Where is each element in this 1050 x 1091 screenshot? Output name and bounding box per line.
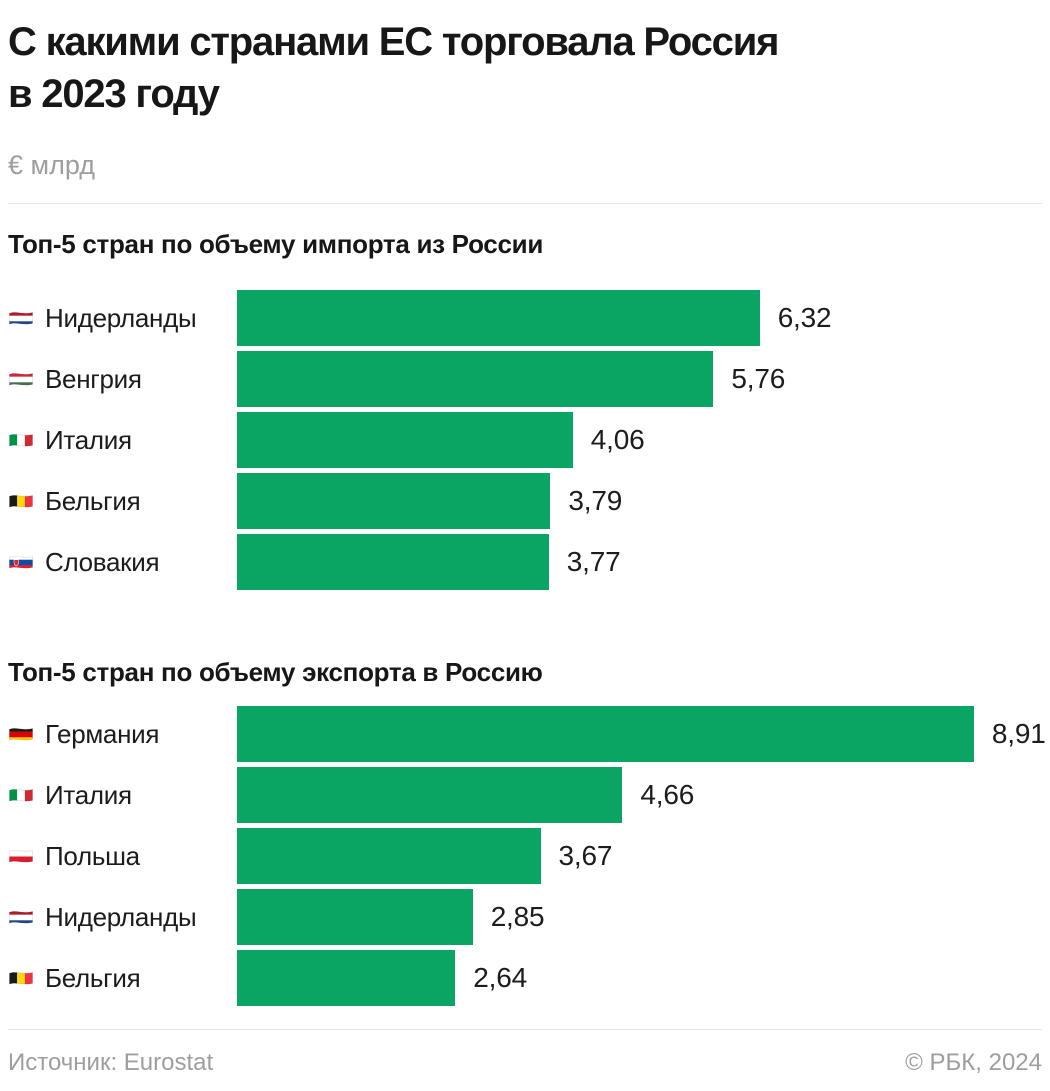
bar-value-label: 6,32 [777, 302, 832, 333]
chart-row: Словакия 3,77 [8, 534, 1042, 590]
bar [237, 412, 573, 468]
bar-value-label: 2,64 [473, 962, 527, 993]
flag-netherlands-icon [8, 310, 34, 327]
flag-slovakia-icon [8, 554, 34, 571]
bar [237, 534, 549, 590]
bar-value-label: 3,67 [558, 840, 613, 871]
flag-germany-icon [8, 726, 34, 743]
country-name: Нидерланды [45, 302, 197, 333]
footer-copyright: © РБК, 2024 [905, 1049, 1042, 1076]
section-title-exports: Топ-5 стран по объему экспорта в Россию [8, 657, 543, 687]
footer: Источник: Eurostat © РБК, 2024 [8, 1049, 1042, 1077]
bar-zone: 3,67 [237, 828, 1042, 884]
country-name: Словакия [45, 546, 160, 577]
country-name: Нидерланды [45, 901, 197, 932]
country-name: Польша [45, 840, 140, 871]
bar-zone: 3,79 [237, 473, 1042, 529]
flag-belgium-icon [8, 970, 34, 987]
chart-row: Бельгия 3,79 [8, 473, 1042, 529]
bar [237, 351, 714, 407]
bar-zone: 5,76 [237, 351, 1042, 407]
chart-row: Бельгия 2,64 [8, 950, 1042, 1006]
top-divider [8, 203, 1042, 204]
country-name: Германия [45, 718, 160, 749]
bar-value-label: 4,66 [640, 779, 695, 810]
country-name: Бельгия [45, 485, 141, 516]
bar [237, 950, 456, 1006]
bar-zone: 8,91 [237, 706, 1046, 762]
chart-row: Нидерланды 2,85 [8, 889, 1042, 945]
chart-exports: Германия 8,91 Италия 4,66 Польша 3,67 Нидер… [8, 706, 1046, 1006]
country-label-cell: Венгрия [8, 364, 237, 395]
page-title: С какими странами ЕС торговала Россия в … [8, 0, 1042, 120]
bar [237, 706, 974, 762]
chart-row: Италия 4,06 [8, 412, 1042, 468]
chart-row: Венгрия 5,76 [8, 351, 1042, 407]
country-label-cell: Нидерланды [8, 902, 237, 933]
bar-value-label: 5,76 [731, 363, 786, 394]
bar [237, 767, 623, 823]
flag-italy-icon [8, 432, 34, 449]
country-label-cell: Италия [8, 780, 237, 811]
country-label-cell: Бельгия [8, 963, 237, 994]
footer-divider [8, 1029, 1042, 1030]
bar-value-label: 4,06 [590, 424, 645, 455]
country-label-cell: Нидерланды [8, 303, 237, 334]
country-label-cell: Бельгия [8, 486, 237, 517]
chart-row: Италия 4,66 [8, 767, 1042, 823]
country-label-cell: Италия [8, 425, 237, 456]
page-title-line-1: С какими странами ЕС торговала Россия [8, 20, 779, 64]
bar-value-label: 8,91 [991, 718, 1046, 749]
country-label-cell: Германия [8, 719, 237, 750]
section-title-imports: Топ-5 стран по объему импорта из России [8, 229, 543, 259]
bar [237, 889, 473, 945]
chart-row: Нидерланды 6,32 [8, 290, 1042, 346]
country-name: Италия [45, 424, 132, 455]
country-label-cell: Словакия [8, 547, 237, 578]
unit-label: € млрд [8, 150, 95, 180]
page-title-line-2: в 2023 году [8, 72, 220, 116]
bar-zone: 4,66 [237, 767, 1042, 823]
footer-source: Источник: Eurostat [8, 1049, 214, 1076]
bar-zone: 3,77 [237, 534, 1042, 590]
flag-belgium-icon [8, 493, 34, 510]
country-label-cell: Польша [8, 841, 237, 872]
bar [237, 828, 541, 884]
chart-row: Польша 3,67 [8, 828, 1042, 884]
bar-zone: 4,06 [237, 412, 1042, 468]
flag-poland-icon [8, 848, 34, 865]
bar-zone: 2,64 [237, 950, 1042, 1006]
country-name: Италия [45, 779, 132, 810]
bar [237, 473, 551, 529]
bar-zone: 6,32 [237, 290, 1042, 346]
flag-hungary-icon [8, 371, 34, 388]
chart-imports: Нидерланды 6,32 Венгрия 5,76 Италия 4,06 Бе… [8, 290, 1042, 590]
bar [237, 290, 760, 346]
bar-value-label: 3,77 [566, 546, 621, 577]
bar-zone: 2,85 [237, 889, 1042, 945]
bar-value-label: 2,85 [490, 901, 545, 932]
bar-value-label: 3,79 [568, 485, 623, 516]
chart-row: Германия 8,91 [8, 706, 1046, 762]
flag-italy-icon [8, 787, 34, 804]
country-name: Бельгия [45, 962, 141, 993]
flag-netherlands-icon [8, 909, 34, 926]
country-name: Венгрия [45, 363, 142, 394]
